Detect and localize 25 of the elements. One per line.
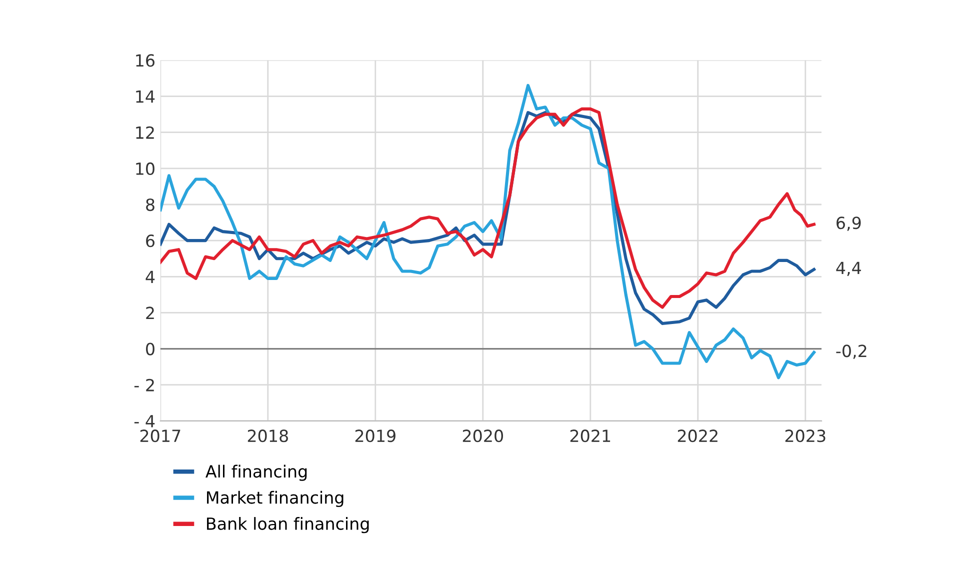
legend-label: All financing xyxy=(206,464,307,481)
x-tick-label: 2022 xyxy=(678,430,718,442)
x-tick-label: 2018 xyxy=(248,430,288,442)
x-tick-label: 2019 xyxy=(355,430,396,442)
y-tick-label: - 2 xyxy=(134,378,154,392)
y-tick-label: 0 xyxy=(146,342,154,356)
y-tick-label: 10 xyxy=(136,162,154,175)
x-tick-label: 2021 xyxy=(570,430,610,442)
x-tick-label: 2017 xyxy=(140,430,180,442)
y-tick-label: 4 xyxy=(146,270,155,283)
y-tick-label: 16 xyxy=(136,54,154,67)
legend-label: Market financing xyxy=(207,490,344,508)
line-series xyxy=(160,84,816,380)
y-tick-label: 12 xyxy=(136,126,154,139)
y-tick-label: - 4 xyxy=(134,415,155,428)
legend-label: Bank loan financing xyxy=(207,517,369,534)
x-tick-label: 2020 xyxy=(462,430,503,442)
y-tick-label: 8 xyxy=(146,198,154,212)
text: -0,2 xyxy=(836,344,866,359)
y-tick-label: 14 xyxy=(136,90,155,103)
x-tick-label: 2023 xyxy=(785,430,826,442)
text: 6,9 xyxy=(836,216,861,231)
y-tick-label: 6 xyxy=(146,234,154,248)
y-tick-label: 2 xyxy=(146,306,154,320)
text: 4,4 xyxy=(836,262,861,276)
